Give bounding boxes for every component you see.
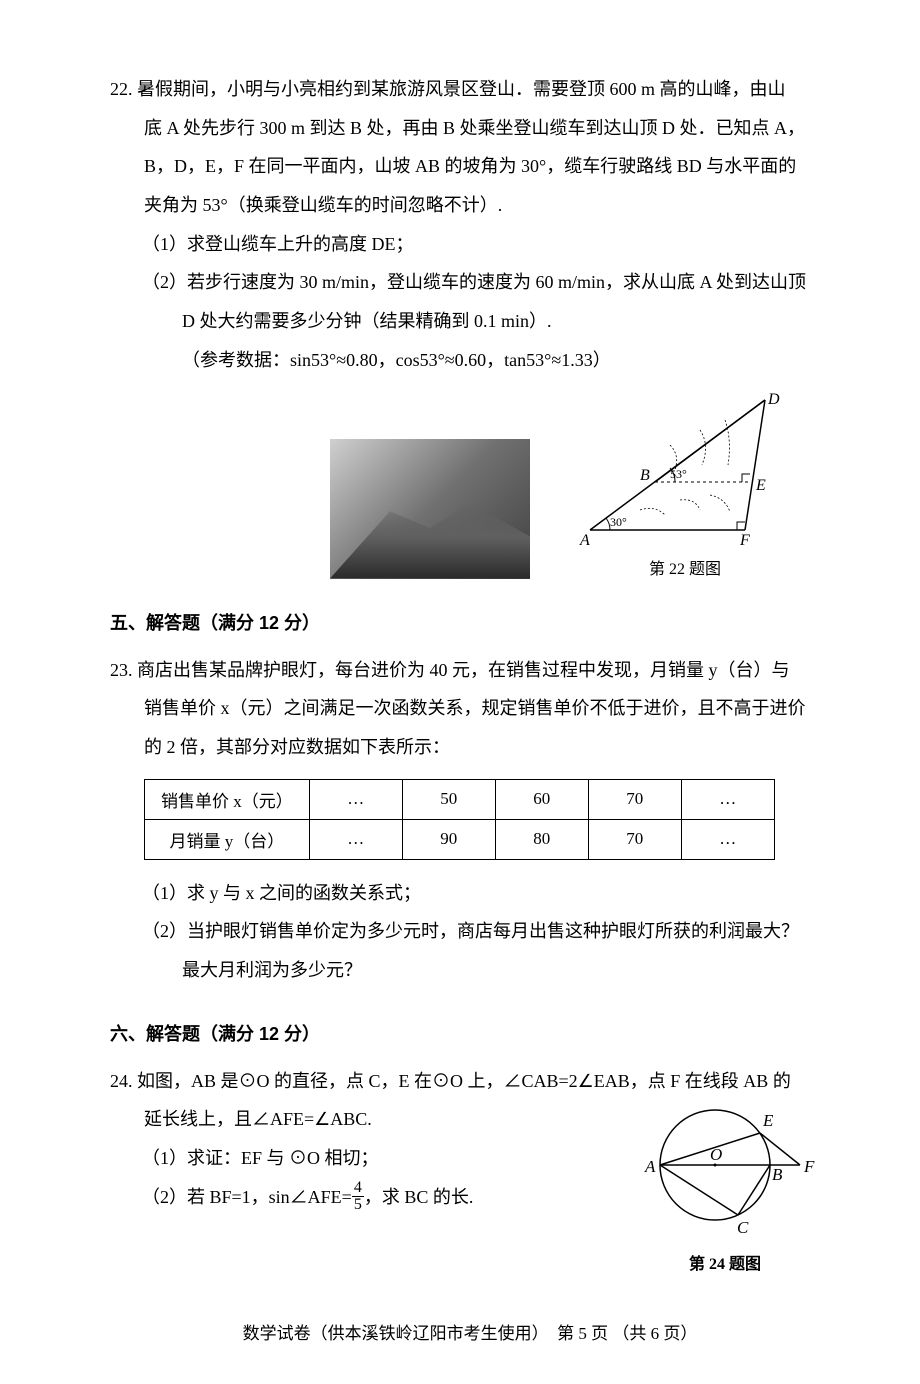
problem-22-figures: A B D E F 30° 53° 第 22 题图	[110, 390, 830, 579]
problem-22-line4: 夹角为 53°（换乘登山缆车的时间忽略不计）.	[110, 186, 830, 225]
problem-23: 23. 商店出售某品牌护眼灯，每台进价为 40 元，在销售过程中发现，月销量 y…	[110, 651, 830, 990]
problem-22-reference: （参考数据：sin53°≈0.80，cos53°≈0.60，tan53°≈1.3…	[110, 341, 830, 380]
problem-23-line2: 销售单价 x（元）之间满足一次函数关系，规定销售单价不低于进价，且不高于进价	[110, 689, 830, 728]
problem-22-caption: 第 22 题图	[570, 555, 800, 579]
problem-24-caption: 第 24 题图	[620, 1250, 830, 1274]
table-cell: …	[681, 819, 774, 859]
label-E: E	[762, 1111, 774, 1130]
fraction-4-5: 45	[352, 1180, 364, 1213]
problem-24-sub2: （2）若 BF=1，sin∠AFE=45，求 BC 的长.	[110, 1178, 600, 1217]
label-F: F	[803, 1157, 815, 1176]
label-F: F	[739, 532, 750, 549]
label-A: A	[644, 1157, 656, 1176]
table-cell: 80	[495, 819, 588, 859]
circle-diagram: A B C E F O	[620, 1100, 830, 1245]
problem-24-container: 延长线上，且∠AFE=∠ABC. （1）求证：EF 与 ⊙O 相切； （2）若 …	[110, 1100, 830, 1274]
problem-24-diagram-wrapper: A B C E F O 第 24 题图	[620, 1100, 830, 1274]
problem-22: 22. 暑假期间，小明与小亮相约到某旅游风景区登山．需要登顶 600 m 高的山…	[110, 70, 830, 579]
problem-24-number: 24.	[110, 1071, 133, 1091]
problem-22-sub1: （1）求登山缆车上升的高度 DE；	[110, 225, 830, 264]
table-cell: …	[309, 819, 402, 859]
problem-22-diagram-wrapper: A B D E F 30° 53° 第 22 题图	[570, 390, 800, 579]
problem-22-text: 22. 暑假期间，小明与小亮相约到某旅游风景区登山．需要登顶 600 m 高的山…	[110, 70, 830, 109]
problem-24-left: 延长线上，且∠AFE=∠ABC. （1）求证：EF 与 ⊙O 相切； （2）若 …	[110, 1100, 600, 1216]
problem-22-line2: 底 A 处先步行 300 m 到达 B 处，再由 B 处乘坐登山缆车到达山顶 D…	[110, 109, 830, 148]
problem-23-line3: 的 2 倍，其部分对应数据如下表所示：	[110, 728, 830, 767]
frac-num: 4	[352, 1180, 364, 1197]
label-C: C	[737, 1218, 749, 1237]
label-30deg: 30°	[610, 515, 627, 529]
label-53deg: 53°	[670, 467, 687, 481]
problem-22-photo-wrapper	[330, 439, 530, 579]
problem-24-line2: 延长线上，且∠AFE=∠ABC.	[110, 1100, 600, 1139]
table-cell: …	[681, 779, 774, 819]
problem-24-sub2-suffix: ，求 BC 的长.	[364, 1187, 474, 1207]
problem-24: 24. 如图，AB 是⊙O 的直径，点 C，E 在⊙O 上，∠CAB=2∠EAB…	[110, 1062, 830, 1275]
table-header-x: 销售单价 x（元）	[145, 779, 310, 819]
problem-23-sub1: （1）求 y 与 x 之间的函数关系式；	[110, 874, 830, 913]
problem-22-line3: B，D，E，F 在同一平面内，山坡 AB 的坡角为 30°，缆车行驶路线 BD …	[110, 147, 830, 186]
problem-24-sub1: （1）求证：EF 与 ⊙O 相切；	[110, 1139, 600, 1178]
problem-22-sub2-line1: （2）若步行速度为 30 m/min，登山缆车的速度为 60 m/min，求从山…	[110, 263, 830, 302]
table-cell: …	[309, 779, 402, 819]
problem-22-line1: 暑假期间，小明与小亮相约到某旅游风景区登山．需要登顶 600 m 高的山峰，由山	[137, 79, 786, 99]
problem-22-number: 22.	[110, 79, 133, 99]
page-footer: 数学试卷（供本溪铁岭辽阳市考生使用） 第 5 页 （共 6 页）	[110, 1319, 830, 1344]
label-B: B	[640, 467, 650, 484]
problem-23-line1: 商店出售某品牌护眼灯，每台进价为 40 元，在销售过程中发现，月销量 y（台）与	[137, 660, 790, 680]
label-B: B	[772, 1165, 783, 1184]
mountain-diagram: A B D E F 30° 53°	[570, 390, 800, 550]
problem-23-sub2-line1: （2）当护眼灯销售单价定为多少元时，商店每月出售这种护眼灯所获的利润最大？	[110, 912, 830, 951]
table-header-y: 月销量 y（台）	[145, 819, 310, 859]
mountain-photo	[330, 439, 530, 579]
problem-24-sub2-prefix: （2）若 BF=1，sin∠AFE=	[142, 1187, 352, 1207]
section-6-header: 六、解答题（满分 12 分）	[110, 1020, 830, 1046]
table-row: 销售单价 x（元） … 50 60 70 …	[145, 779, 775, 819]
table-cell: 90	[402, 819, 495, 859]
problem-24-line1: 如图，AB 是⊙O 的直径，点 C，E 在⊙O 上，∠CAB=2∠EAB，点 F…	[137, 1071, 791, 1091]
problem-24-text: 24. 如图，AB 是⊙O 的直径，点 C，E 在⊙O 上，∠CAB=2∠EAB…	[110, 1062, 830, 1101]
problem-22-sub2-line2: D 处大约需要多少分钟（结果精确到 0.1 min）.	[110, 302, 830, 341]
table-cell: 50	[402, 779, 495, 819]
table-cell: 70	[588, 779, 681, 819]
problem-23-table: 销售单价 x（元） … 50 60 70 … 月销量 y（台） … 90 80 …	[144, 779, 775, 860]
problem-23-text: 23. 商店出售某品牌护眼灯，每台进价为 40 元，在销售过程中发现，月销量 y…	[110, 651, 830, 690]
frac-den: 5	[352, 1197, 364, 1213]
problem-23-sub2-line2: 最大月利润为多少元？	[110, 951, 830, 990]
label-E: E	[755, 477, 766, 494]
table-cell: 70	[588, 819, 681, 859]
section-5-header: 五、解答题（满分 12 分）	[110, 609, 830, 635]
table-row: 月销量 y（台） … 90 80 70 …	[145, 819, 775, 859]
label-A: A	[579, 532, 590, 549]
label-D: D	[767, 391, 780, 408]
label-O: O	[710, 1145, 722, 1164]
table-cell: 60	[495, 779, 588, 819]
page-container: 22. 暑假期间，小明与小亮相约到某旅游风景区登山．需要登顶 600 m 高的山…	[0, 0, 920, 1384]
problem-23-number: 23.	[110, 660, 133, 680]
